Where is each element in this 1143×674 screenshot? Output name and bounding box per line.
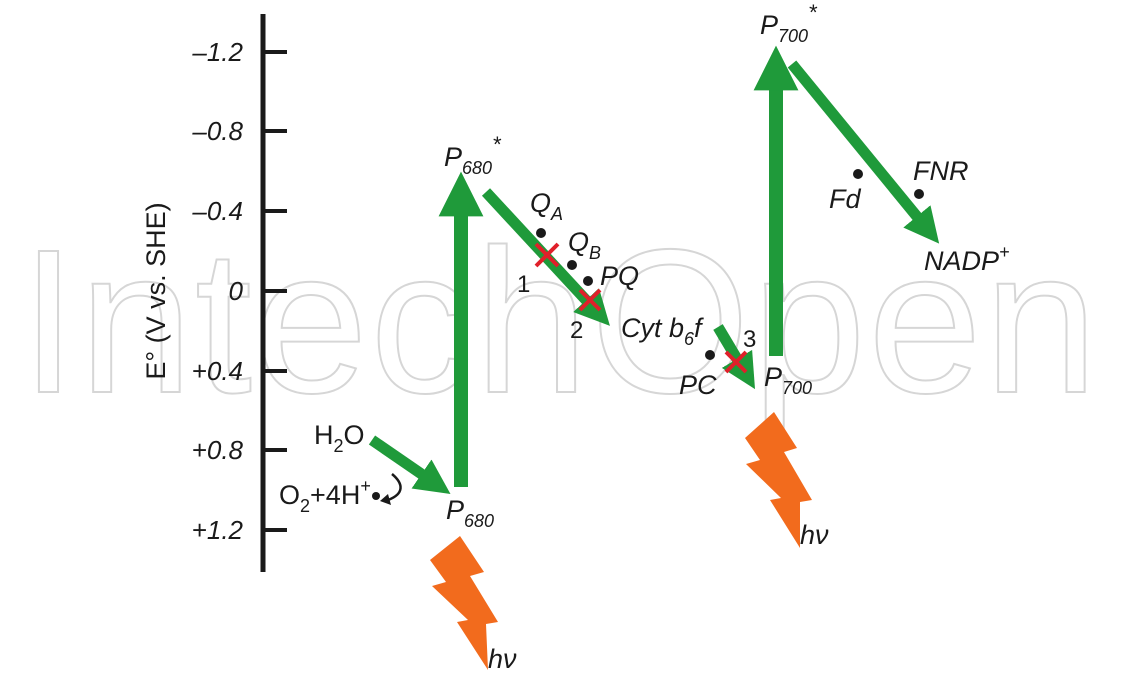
label-pc: PC [679,370,717,400]
label-qa: QA [530,188,563,224]
fnr-dot [914,189,924,199]
lightning-bolt-icon [430,536,498,670]
label-fnr: FNR [913,156,969,186]
label-h2o: H2O [314,420,365,456]
o2-release-arrowhead-icon [380,494,391,505]
label-site-1: 1 [517,271,530,298]
axis-tick-label: +1.2 [192,515,244,545]
label-site-2: 2 [570,317,583,344]
lightning-bolt-icon [745,412,812,548]
qb-dot [567,260,577,270]
inhibitor-x-icon [534,242,560,268]
label-site-3: 3 [743,326,756,353]
label-hv-ps2: hν [488,644,517,674]
axis-tick-label: –0.4 [191,196,243,226]
label-p700-star: P700* [760,0,818,46]
watermark-text: IntechOpen [20,207,1100,436]
pq-dot [583,276,593,286]
qa-dot [536,228,546,238]
inhibitor-x-icon [724,350,748,374]
o2-dot [372,492,380,500]
axis-tick-label: –0.8 [191,116,243,146]
axis-tick-label: –1.2 [191,37,243,67]
arrow-water-to-p680 [368,435,451,494]
label-fd: Fd [829,184,861,214]
carrier-dots [372,169,924,500]
fd-dot [853,169,863,179]
light-bolts [430,412,812,670]
label-o2-4h: O2+4H+ [279,476,371,516]
label-cyt-b6f: Cyt b6f [621,313,704,349]
label-p680: P680 [446,495,494,531]
axis-tick-label: +0.4 [192,356,243,386]
axis-title: E° (V vs. SHE) [141,202,171,379]
pc-dot [705,350,715,360]
label-p700: P700 [764,362,812,398]
o2-release-arrow-icon [387,473,402,502]
label-hv-ps1: hν [800,520,829,550]
axis-tick-label: 0 [229,276,244,306]
label-p680-star: P680* [444,132,502,178]
label-qb: QB [568,227,601,263]
inhibitor-x-icon [578,288,602,312]
energy-axis: –1.2 –0.8 –0.4 0 +0.4 +0.8 +1.2 E° (V vs… [141,14,287,572]
inhibitor-marks [534,242,748,374]
axis-tick-label: +0.8 [192,435,244,465]
arrow-p700-star-to-nadp [787,60,940,244]
label-nadp: NADP+ [924,242,1010,276]
label-pq: PQ [600,261,639,291]
